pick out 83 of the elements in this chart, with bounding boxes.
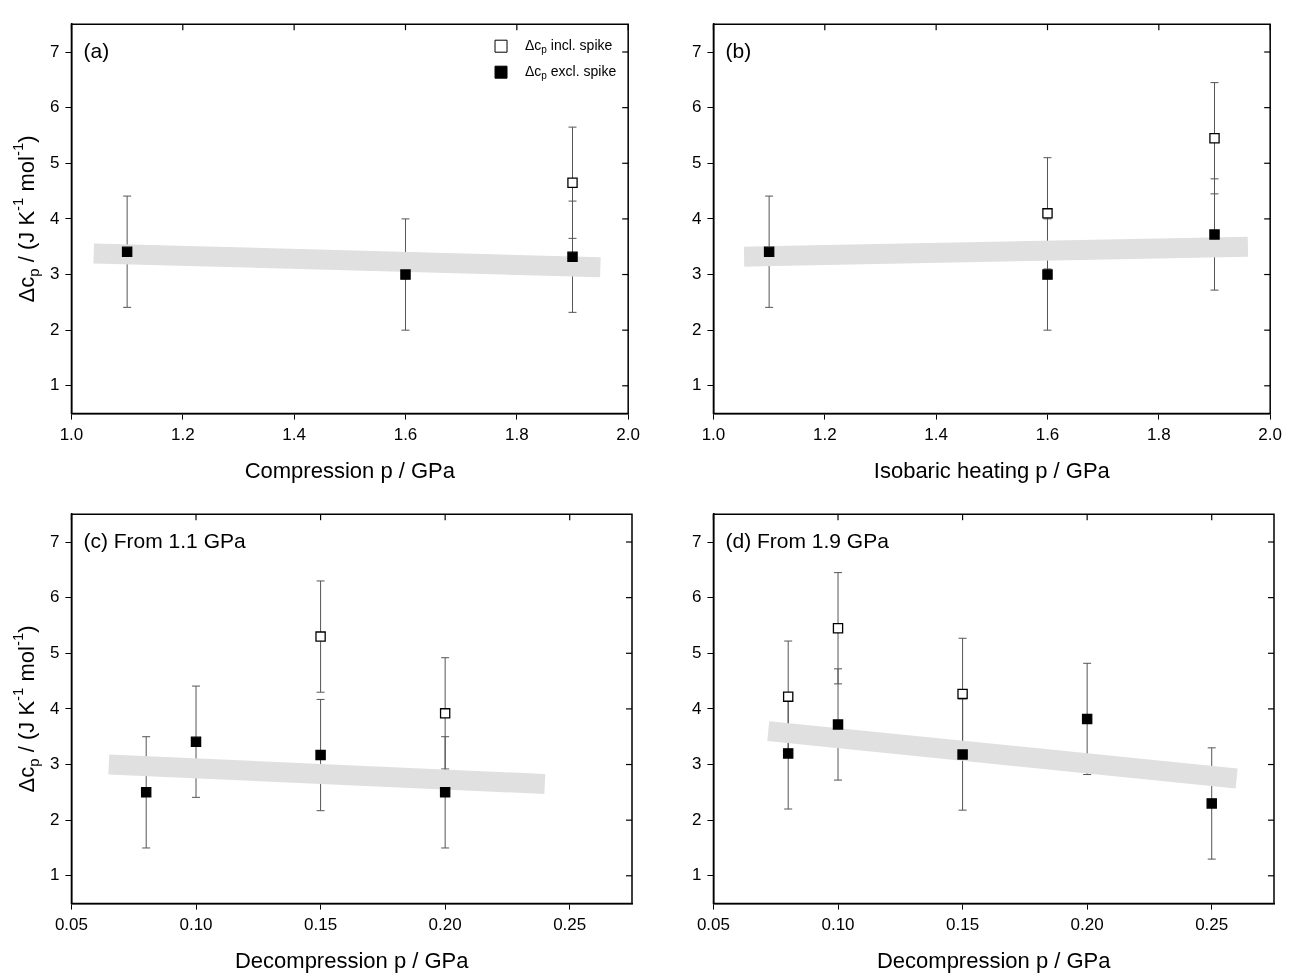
y-tick-label: 4 xyxy=(49,208,60,228)
x-tick-label: 0.10 xyxy=(821,915,855,935)
y-tick-label: 3 xyxy=(691,754,702,774)
x-axis-title: Decompression p / GPa xyxy=(234,948,470,974)
point xyxy=(140,787,152,798)
point xyxy=(782,691,794,702)
point xyxy=(1042,269,1053,280)
x-tick-label: 0.20 xyxy=(428,915,462,935)
point xyxy=(957,688,968,700)
y-tick-label: 2 xyxy=(49,809,60,829)
x-tick-label: 1.4 xyxy=(924,425,948,445)
y-axis-title: Δcp / (J K-1 mol-1) xyxy=(9,135,42,303)
y-tick-label: 5 xyxy=(691,642,702,662)
x-tick-label: 1.8 xyxy=(505,425,529,445)
annotation: (a) xyxy=(83,39,110,62)
x-axis-title: Isobaric heating p / GPa xyxy=(873,458,1111,484)
point xyxy=(832,719,844,730)
y-tick-label: 6 xyxy=(49,587,60,607)
x-tick-label: 2.0 xyxy=(1258,425,1282,445)
y-tick-label: 3 xyxy=(49,754,60,774)
y-tick-label: 6 xyxy=(49,97,60,117)
y-tick-label: 5 xyxy=(49,152,60,172)
y-tick-label: 7 xyxy=(691,531,702,551)
y-tick-label: 1 xyxy=(49,865,60,885)
x-tick-label: 2.0 xyxy=(616,425,640,445)
y-tick-label: 4 xyxy=(49,698,60,718)
point xyxy=(567,177,578,188)
point xyxy=(315,749,326,761)
y-tick-label: 3 xyxy=(691,264,702,284)
y-tick-label: 5 xyxy=(691,152,702,172)
point xyxy=(439,708,451,719)
point xyxy=(782,748,794,759)
y-tick-label: 5 xyxy=(49,642,60,662)
point xyxy=(1042,208,1053,219)
point xyxy=(957,749,968,760)
y-tick-label: 1 xyxy=(691,865,702,885)
x-tick-label: 0.25 xyxy=(553,915,587,935)
x-tick-label: 1.2 xyxy=(170,425,195,445)
y-tick-label: 7 xyxy=(49,41,60,61)
x-axis-title: Compression p / GPa xyxy=(244,458,456,484)
y-tick-label: 2 xyxy=(691,319,702,339)
annotation: (b) xyxy=(725,39,752,62)
point xyxy=(763,246,775,257)
point xyxy=(1209,229,1220,240)
y-axis-title: Δcp / (J K-1 mol-1) xyxy=(9,625,42,793)
y-tick-label: 2 xyxy=(691,809,702,829)
x-tick-label: 1.2 xyxy=(812,425,837,445)
x-tick-label: 1.4 xyxy=(282,425,306,445)
y-tick-label: 6 xyxy=(691,587,702,607)
y-tick-label: 1 xyxy=(691,375,702,395)
point xyxy=(439,787,451,798)
point xyxy=(832,622,844,634)
x-tick-label: 0.20 xyxy=(1070,915,1104,935)
x-tick-label: 1.6 xyxy=(393,425,418,445)
x-tick-label: 1.0 xyxy=(701,425,726,445)
x-tick-label: 1.6 xyxy=(1035,425,1060,445)
x-tick-label: 0.15 xyxy=(304,915,338,935)
y-tick-label: 1 xyxy=(49,375,60,395)
y-tick-label: 4 xyxy=(691,208,702,228)
y-tick-label: 2 xyxy=(49,319,60,339)
y-tick-label: 6 xyxy=(691,97,702,117)
point xyxy=(315,631,326,642)
x-axis-title: Decompression p / GPa xyxy=(876,948,1112,974)
point xyxy=(1209,132,1220,144)
y-tick-label: 3 xyxy=(49,264,60,284)
y-tick-label: 7 xyxy=(691,41,702,61)
x-tick-label: 1.8 xyxy=(1147,425,1171,445)
point xyxy=(400,269,411,280)
x-tick-label: 0.05 xyxy=(54,915,88,935)
x-tick-label: 0.15 xyxy=(946,915,980,935)
point xyxy=(1206,798,1217,809)
annotation: (d) From 1.9 GPa xyxy=(725,529,890,552)
point xyxy=(1081,713,1093,725)
point xyxy=(567,251,578,262)
annotation: (c) From 1.1 GPa xyxy=(83,529,246,552)
point xyxy=(121,246,133,257)
y-tick-label: 4 xyxy=(691,698,702,718)
x-tick-label: 1.0 xyxy=(59,425,84,445)
y-tick-label: 7 xyxy=(49,531,60,551)
point xyxy=(190,736,202,747)
x-tick-label: 0.05 xyxy=(696,915,730,935)
x-tick-label: 0.25 xyxy=(1195,915,1229,935)
x-tick-label: 0.10 xyxy=(179,915,213,935)
